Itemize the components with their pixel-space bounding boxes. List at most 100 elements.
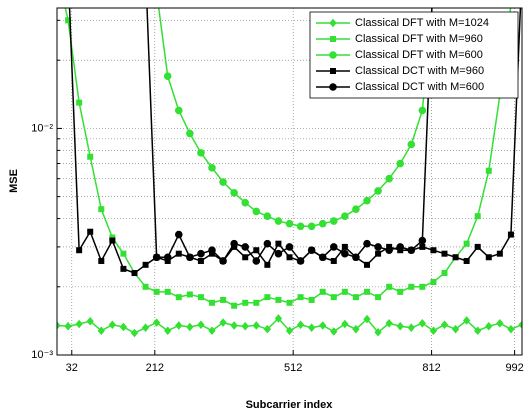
point <box>57 321 61 330</box>
point <box>98 206 105 213</box>
point <box>364 261 370 268</box>
point <box>396 159 405 168</box>
point <box>329 83 337 91</box>
x-tick-label: 992 <box>505 362 523 374</box>
point <box>374 327 382 337</box>
point <box>463 240 470 247</box>
point <box>419 243 426 250</box>
legend: Classical DFT with M=1024 Classical DFT w… <box>309 11 519 99</box>
point <box>474 213 481 220</box>
point <box>208 164 216 172</box>
point <box>319 288 326 295</box>
point <box>152 318 161 327</box>
point <box>263 212 272 220</box>
point <box>141 323 150 332</box>
point <box>231 302 238 309</box>
point <box>518 320 522 330</box>
point <box>275 240 282 247</box>
point <box>64 321 72 331</box>
point <box>75 319 83 329</box>
point <box>307 246 316 255</box>
point <box>352 205 360 214</box>
point <box>485 167 492 174</box>
point <box>408 283 415 290</box>
point <box>164 326 172 335</box>
point <box>264 261 271 268</box>
point <box>330 68 336 74</box>
point <box>385 319 393 328</box>
y-axis-label: MSE <box>8 169 20 193</box>
point <box>307 323 316 332</box>
point <box>285 243 294 251</box>
point <box>197 149 205 157</box>
point <box>397 288 404 295</box>
point <box>319 321 327 330</box>
point <box>407 323 415 332</box>
point <box>385 246 393 255</box>
point <box>375 250 382 257</box>
point <box>197 320 205 330</box>
legend-entry: Classical DFT with M=960 <box>316 33 483 45</box>
point <box>197 249 205 258</box>
point <box>208 246 216 255</box>
point <box>341 319 349 329</box>
point <box>463 257 470 264</box>
point <box>76 247 83 254</box>
point <box>241 321 249 331</box>
point <box>441 270 448 277</box>
point <box>451 324 460 334</box>
point <box>374 187 382 195</box>
point <box>142 283 149 290</box>
point <box>352 324 360 334</box>
point <box>197 294 204 301</box>
point <box>507 8 514 9</box>
point <box>253 247 260 254</box>
data <box>57 8 522 338</box>
point <box>220 296 227 303</box>
point <box>452 254 459 261</box>
point <box>252 207 261 216</box>
point <box>241 243 250 251</box>
point <box>241 198 250 207</box>
point <box>230 188 238 197</box>
point <box>418 106 427 115</box>
point <box>197 257 204 264</box>
legend-label: Classical DFT with M=960 <box>355 33 483 45</box>
point <box>209 299 215 306</box>
y-tick-label: 10⁻³ <box>31 349 53 361</box>
point <box>163 253 172 262</box>
point <box>274 314 283 323</box>
point <box>186 291 193 298</box>
point <box>363 196 371 205</box>
point <box>186 129 194 138</box>
point <box>263 239 272 248</box>
point <box>264 294 271 301</box>
point <box>186 322 194 332</box>
point <box>153 288 160 295</box>
point <box>330 257 337 264</box>
point <box>485 321 493 331</box>
point <box>363 314 371 324</box>
point <box>174 230 183 239</box>
point <box>318 253 327 262</box>
point <box>286 299 293 306</box>
point <box>507 324 515 334</box>
point <box>219 257 227 265</box>
point <box>297 294 304 301</box>
point <box>462 316 471 325</box>
ticks: 32 212 512 812 992 10⁻³ 10⁻² <box>31 19 524 374</box>
point <box>419 283 426 290</box>
point <box>507 231 514 238</box>
point <box>341 243 348 250</box>
legend-label: Classical DCT with M=600 <box>355 81 484 93</box>
y-tick-label: 10⁻² <box>31 122 53 134</box>
point <box>474 243 481 250</box>
point <box>296 222 305 231</box>
legend-entry: Classical DCT with M=600 <box>316 81 484 93</box>
point <box>87 153 94 160</box>
point <box>174 106 183 115</box>
point <box>440 320 449 330</box>
point <box>163 72 172 81</box>
point <box>175 250 182 257</box>
